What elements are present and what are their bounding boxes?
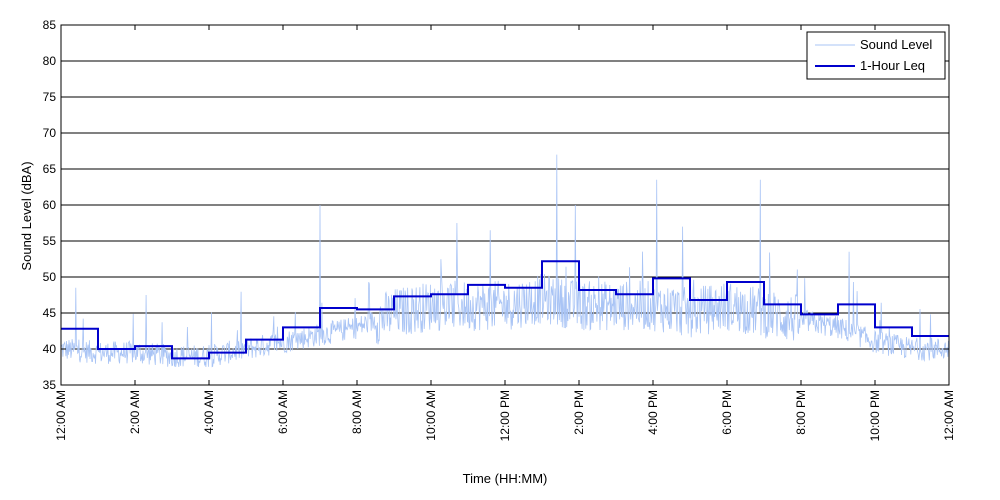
y-tick-label: 35 (43, 378, 57, 392)
y-tick-label: 65 (43, 162, 57, 176)
x-axis-label: Time (HH:MM) (463, 471, 548, 486)
legend-box (806, 31, 946, 80)
x-tick-label: 12:00 AM (54, 390, 68, 441)
y-tick-label: 70 (43, 126, 57, 140)
x-tick-label: 8:00 PM (794, 390, 808, 435)
x-tick-label: 8:00 AM (350, 390, 364, 434)
y-axis-label: Sound Level (dBA) (19, 161, 34, 270)
x-tick-label: 10:00 AM (424, 390, 438, 441)
legend-label-sound-level: Sound Level (860, 37, 932, 52)
y-tick-label: 85 (43, 18, 57, 32)
legend-label-1-hour-leq: 1-Hour Leq (860, 58, 925, 73)
x-tick-label: 6:00 AM (276, 390, 290, 434)
y-tick-label: 45 (43, 306, 57, 320)
x-tick-label: 4:00 PM (646, 390, 660, 435)
y-tick-label: 40 (43, 342, 57, 356)
x-tick-label: 2:00 AM (128, 390, 142, 434)
x-tick-label: 12:00 PM (498, 390, 512, 441)
x-tick-label: 12:00 AM (942, 390, 956, 441)
x-tick-label: 10:00 PM (868, 390, 882, 441)
series-1-hour-leq-line (61, 260, 949, 360)
x-tick-label: 6:00 PM (720, 390, 734, 435)
legend: Sound Level 1-Hour Leq (806, 31, 946, 80)
y-tick-label: 60 (43, 198, 57, 212)
series-layer (60, 154, 950, 368)
y-tick-label: 80 (43, 54, 57, 68)
y-tick-label: 55 (43, 234, 57, 248)
x-axis-ticks: 12:00 AM 2:00 AM 4:00 AM 6:00 AM 8:00 AM 10:0… (54, 25, 956, 441)
y-tick-label: 75 (43, 90, 57, 104)
y-axis-ticks: 35 40 45 50 55 60 65 70 75 80 85 (43, 18, 949, 392)
x-tick-label: 4:00 AM (202, 390, 216, 434)
x-tick-label: 2:00 PM (572, 390, 586, 435)
y-tick-label: 50 (43, 270, 57, 284)
